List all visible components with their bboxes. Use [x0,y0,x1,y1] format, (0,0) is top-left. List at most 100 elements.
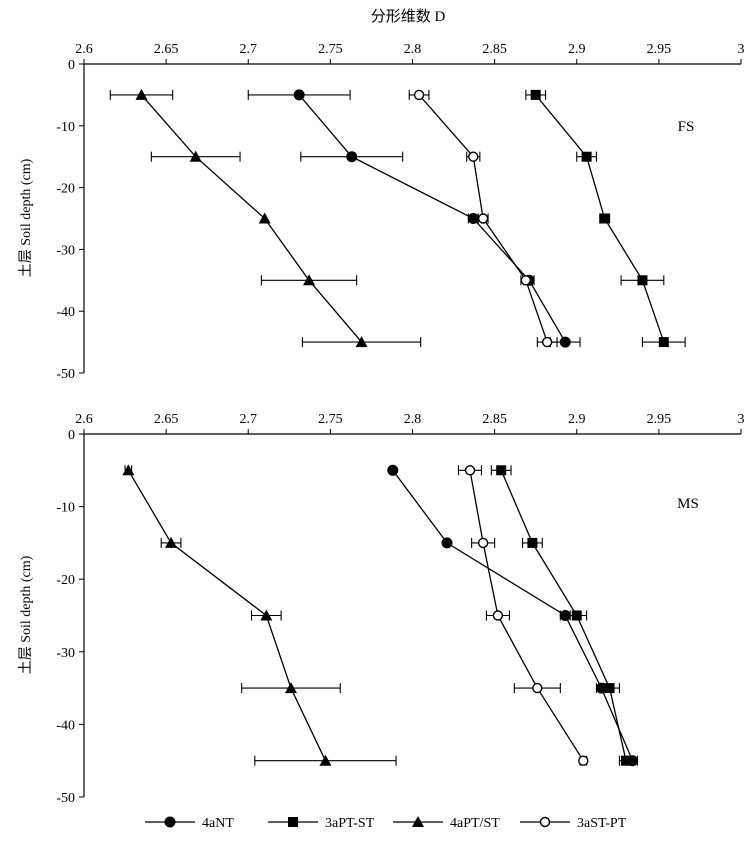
legend-label: 4aNT [202,816,234,831]
x-tick-label: 2.85 [482,412,507,427]
legend-marker [539,816,551,828]
data-point [260,609,273,621]
legend-label: 3aST-PT [577,816,627,831]
x-tick-label: 2.75 [318,412,343,427]
top-axis-title: 分形维数 D [371,8,446,25]
data-point [477,213,489,224]
legend-item: 4aPT/ST [393,816,500,831]
data-point [658,337,669,348]
data-point [303,274,316,286]
legend-item: 4aNT [145,816,234,831]
series-line [127,469,327,761]
x-tick-label: 2.9 [568,42,586,57]
x-tick-label: 2.6 [75,42,93,57]
series-3ast-pt [457,465,589,766]
y-tick-label: 0 [68,428,75,443]
x-tick-label: 2.65 [154,42,179,57]
data-point [559,610,571,621]
series-4apt-st [122,464,397,766]
series-4ant [247,89,581,348]
x-tick-label: 2.65 [154,412,179,427]
x-tick-label: 2.7 [240,412,258,427]
series-3apt-st [490,465,634,766]
data-point [621,755,632,766]
data-point [189,150,202,162]
data-point [441,537,453,549]
data-point [530,89,541,100]
y-tick-label: -20 [56,182,75,197]
panel-fs: 2.6 2.65 2.7 2.75 2.8 2.85 2.9 2.95 3 0 -10 -20 -30 -… [56,42,744,382]
x-tick-label: 2.6 [75,412,93,427]
data-point [413,89,425,101]
data-point [355,336,368,348]
legend-marker [288,817,298,827]
x-tick-label: 2.7 [240,42,258,57]
data-point [571,610,582,621]
data-point [637,275,648,286]
data-point [496,465,507,476]
y-tick-label: -10 [56,501,75,516]
legend-marker [412,816,424,827]
x-tick-label: 3 [738,412,745,427]
x-tick-label: 2.8 [404,412,422,427]
y-tick-label: -40 [56,718,75,733]
y-tick-label: -40 [56,305,75,320]
data-point [319,754,332,766]
data-point [581,151,592,162]
data-point [467,213,479,224]
legend-label: 4aPT/ST [450,816,500,831]
series-3ast-pt [408,89,558,348]
data-point [604,683,615,694]
x-tick-label: 2.95 [647,42,672,57]
data-point [122,464,135,476]
series-line [298,94,566,343]
legend-marker [164,816,176,828]
y-axis-title-ms: 土层 Soil depth (cm) [18,555,34,674]
x-tick-label: 2.95 [647,412,672,427]
data-point [258,212,271,224]
x-tick-label: 2.9 [568,412,586,427]
legend: 4aNT 3aPT-ST 4aPT/ST 3aST-PT [145,816,627,831]
data-point [293,89,305,101]
x-tick-label: 2.75 [318,42,343,57]
series-line [140,94,363,343]
data-point [135,88,148,100]
y-tick-label: -10 [56,120,75,135]
data-point [520,275,532,286]
data-point [559,336,571,348]
data-point [387,464,399,476]
data-point [578,755,589,766]
legend-label: 3aPT-ST [325,816,375,831]
data-point [464,465,476,476]
y-tick-label: -30 [56,646,75,661]
y-tick-label: -50 [56,791,75,806]
legend-item: 3aST-PT [520,816,627,831]
y-tick-label: 0 [68,58,75,73]
series-line [392,469,634,761]
y-tick-label: -20 [56,573,75,588]
data-point [346,151,358,163]
data-point [532,682,543,694]
y-axis-title-fs: 土层 Soil depth (cm) [18,158,34,277]
series-3apt-st [525,89,686,348]
data-point [541,336,553,348]
x-tick-label: 3 [738,42,745,57]
series-4ant [387,464,639,767]
panel-label: MS [677,496,699,512]
y-tick-label: -50 [56,367,75,382]
x-tick-label: 2.8 [404,42,422,57]
y-tick-label: -30 [56,243,75,258]
panel-ms: 2.6 2.65 2.7 2.75 2.8 2.85 2.9 2.95 3 0 -10 -20 -30 -… [56,412,744,806]
series-4apt-st [109,88,422,348]
panel-label: FS [678,119,695,135]
data-point [284,682,297,694]
legend-item: 3aPT-ST [268,816,375,831]
data-point [165,536,178,548]
x-tick-label: 2.85 [482,42,507,57]
data-point [492,610,504,621]
data-point [599,213,610,224]
data-point [477,537,489,549]
data-point [468,151,479,162]
data-point [527,537,538,548]
